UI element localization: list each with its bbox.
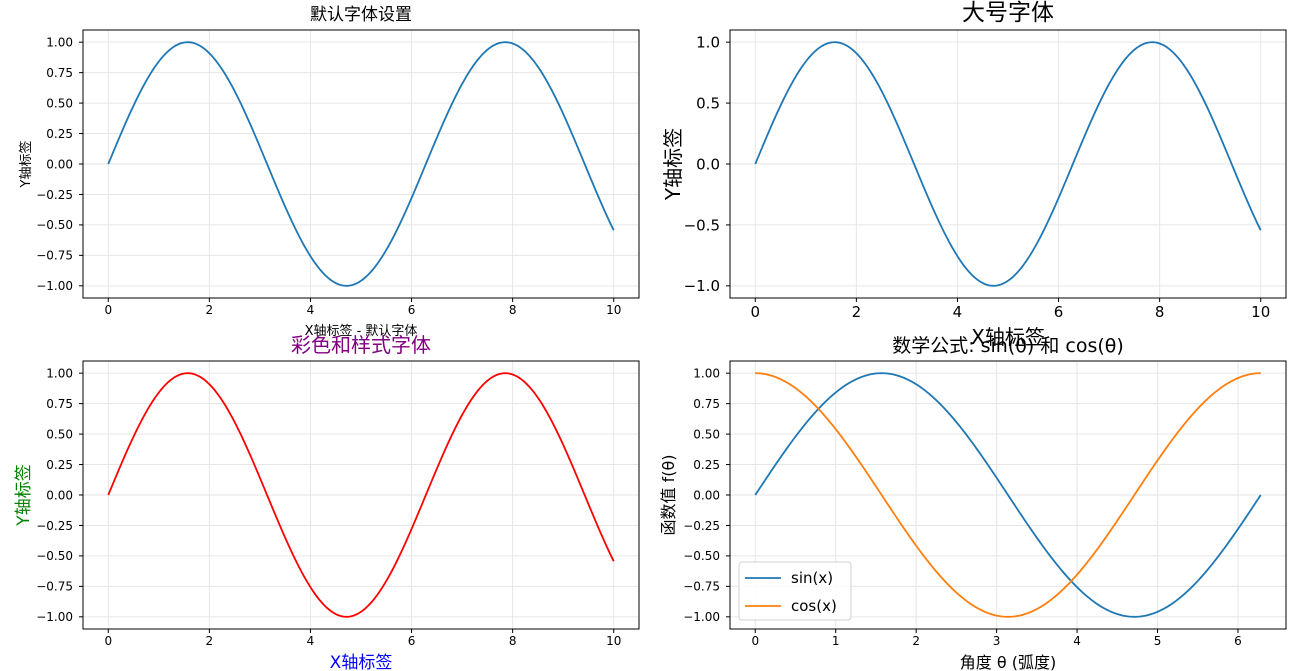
legend-label-sin: sin(x) xyxy=(791,569,833,587)
y-tick-label: −0.50 xyxy=(36,218,73,232)
x-tick-label: 4 xyxy=(307,634,315,648)
x-tick-label: 8 xyxy=(509,634,517,648)
y-tick-label: −0.25 xyxy=(683,519,720,533)
grid-lines xyxy=(730,30,1286,298)
y-axis-label: 函数值 f(θ) xyxy=(659,455,678,536)
y-tick-label: 0.25 xyxy=(693,458,720,472)
tick-labels: 0 2 4 6 8 10 1.00 0.75 0.50 0.25 0.00 −0.25 −0.50 −0.… xyxy=(36,36,621,317)
x-tick-label: 4 xyxy=(307,303,315,317)
tick-labels: 0 2 4 6 8 10 1.00 0.75 0.50 0.25 0.00 −0.25 −0.50 −0.… xyxy=(36,367,621,648)
series-lines xyxy=(107,372,615,618)
y-tick-label: −0.5 xyxy=(684,216,720,234)
x-tick-label: 4 xyxy=(953,303,963,321)
tick-labels: 0 1 2 3 4 5 6 1.00 0.75 0.50 0.25 0.00 −0.25 −0.50 −0.… xyxy=(683,367,1242,648)
x-tick-label: 2 xyxy=(206,303,214,317)
series-line-sin xyxy=(754,41,1262,287)
y-axis-label: Y轴标签 xyxy=(18,141,34,189)
y-tick-label: 0.50 xyxy=(46,96,73,110)
chart-default-font: 0 2 4 6 8 10 1.00 0.75 0.50 0.25 0.00 −0.25 −0.50 −0.… xyxy=(18,5,640,339)
series-line-sin xyxy=(107,372,615,618)
y-tick-label: 0.5 xyxy=(696,94,720,112)
y-tick-label: −0.25 xyxy=(36,188,73,202)
x-tick-label: 8 xyxy=(1155,303,1165,321)
x-axis-label: X轴标签 xyxy=(971,325,1045,349)
x-tick-label: 6 xyxy=(408,303,416,317)
y-axis-label: Y轴标签 xyxy=(661,128,685,201)
legend: sin(x) cos(x) xyxy=(738,561,852,621)
x-tick-label: 5 xyxy=(1154,634,1162,648)
x-tick-label: 1 xyxy=(832,634,840,648)
y-tick-label: −1.00 xyxy=(683,610,720,624)
x-tick-label: 6 xyxy=(408,634,416,648)
series-line-sin xyxy=(107,41,615,287)
y-tick-label: −0.50 xyxy=(683,549,720,563)
x-tick-label: 0 xyxy=(104,634,112,648)
y-tick-label: −1.00 xyxy=(36,610,73,624)
y-tick-label: −0.75 xyxy=(36,249,73,263)
y-tick-label: −0.75 xyxy=(36,580,73,594)
y-axis-label: Y轴标签 xyxy=(14,464,34,526)
chart-title: 默认字体设置 xyxy=(310,5,412,25)
legend-label-cos: cos(x) xyxy=(791,597,837,615)
x-tick-label: 6 xyxy=(1054,303,1064,321)
tick-labels: 0 2 4 6 8 10 1.0 0.5 0.0 −0.5 −1.0 xyxy=(684,34,1271,321)
y-tick-label: 0.75 xyxy=(46,66,73,80)
y-tick-label: 0.00 xyxy=(46,157,73,171)
x-tick-label: 2 xyxy=(852,303,862,321)
y-tick-label: −0.75 xyxy=(683,580,720,594)
y-tick-label: 0.25 xyxy=(46,458,73,472)
y-tick-label: 0.50 xyxy=(46,427,73,441)
grid-lines xyxy=(83,30,639,298)
chart-title: 彩色和样式字体 xyxy=(291,333,431,357)
y-tick-label: −1.0 xyxy=(684,277,720,295)
x-tick-label: 10 xyxy=(606,634,621,648)
x-tick-label: 8 xyxy=(509,303,517,317)
x-tick-label: 2 xyxy=(912,634,920,648)
x-tick-label: 10 xyxy=(1251,303,1270,321)
y-tick-label: 1.00 xyxy=(46,36,73,50)
chart-math-formula: 0 1 2 3 4 5 6 1.00 0.75 0.50 0.25 0.00 −0.25 −0.50 −0.… xyxy=(659,335,1287,671)
y-tick-label: 0.75 xyxy=(693,397,720,411)
y-tick-label: 1.00 xyxy=(693,367,720,381)
y-tick-label: −1.00 xyxy=(36,279,73,293)
chart-large-font: 0 2 4 6 8 10 1.0 0.5 0.0 −0.5 −1.0 大号字体 X轴标签 Y轴标签 xyxy=(661,0,1287,349)
x-tick-label: 10 xyxy=(606,303,621,317)
y-tick-label: 0.50 xyxy=(693,427,720,441)
y-tick-label: 0.00 xyxy=(46,488,73,502)
y-tick-label: 0.0 xyxy=(696,155,720,173)
y-tick-label: −0.50 xyxy=(36,549,73,563)
series-lines xyxy=(107,41,615,287)
chart-colored-font: 0 2 4 6 8 10 1.00 0.75 0.50 0.25 0.00 −0.25 −0.50 −0.… xyxy=(14,333,640,671)
series-lines xyxy=(754,372,1262,618)
x-tick-label: 0 xyxy=(750,303,760,321)
y-tick-label: 0.75 xyxy=(46,397,73,411)
x-tick-label: 4 xyxy=(1073,634,1081,648)
y-tick-label: 1.0 xyxy=(696,34,720,52)
x-tick-label: 0 xyxy=(104,303,112,317)
grid-lines xyxy=(83,361,639,629)
x-tick-label: 2 xyxy=(206,634,214,648)
x-axis-label: 角度 θ (弧度) xyxy=(960,653,1056,671)
x-tick-label: 0 xyxy=(751,634,759,648)
y-tick-label: −0.25 xyxy=(36,519,73,533)
series-lines xyxy=(754,41,1262,287)
x-tick-label: 3 xyxy=(993,634,1001,648)
chart-title: 数学公式: sin(θ) 和 cos(θ) xyxy=(892,335,1124,357)
y-tick-label: 0.25 xyxy=(46,127,73,141)
x-axis-label: X轴标签 xyxy=(330,653,393,671)
x-axis-label: X轴标签 - 默认字体 xyxy=(305,323,418,339)
y-tick-label: 1.00 xyxy=(46,367,73,381)
y-tick-label: 0.00 xyxy=(693,488,720,502)
x-tick-label: 6 xyxy=(1234,634,1242,648)
series-line-sin xyxy=(754,372,1262,618)
chart-title: 大号字体 xyxy=(962,0,1054,26)
series-line-cos xyxy=(755,372,1261,618)
